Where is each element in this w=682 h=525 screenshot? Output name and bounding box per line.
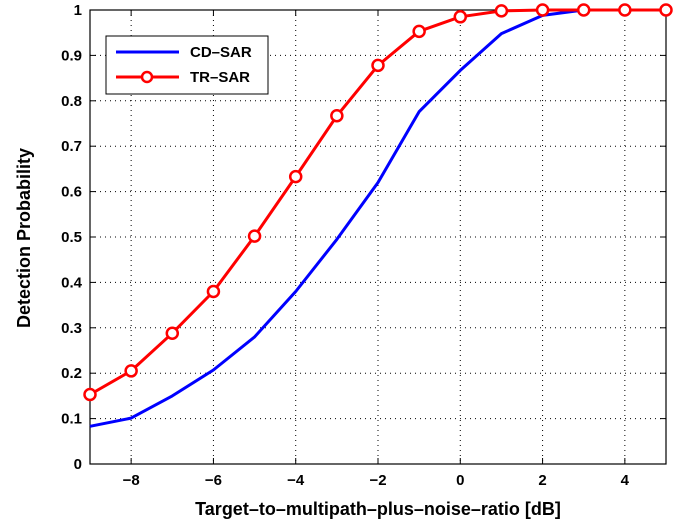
y-tick-label: 1 [74,2,82,19]
x-tick-label: 2 [538,472,546,489]
x-axis-title: Target–to–multipath–plus–noise–ratio [dB… [195,499,561,519]
y-tick-label: 0.2 [61,365,82,382]
series-line-cd-sar [89,8,666,428]
data-point-tr-sar [618,3,632,17]
series-layer [83,3,673,428]
grid [90,10,666,464]
data-point-tr-sar [494,4,509,18]
data-point-tr-sar [288,169,303,184]
y-tick-label: 0.5 [61,229,82,246]
legend-label-tr-sar: TR–SAR [190,69,250,86]
legend-marker-tr-sar [140,70,154,84]
data-point-tr-sar [83,387,97,402]
y-tick-label: 0.8 [61,93,82,110]
data-point-tr-sar [165,326,180,340]
y-tick-label: 0.4 [61,274,83,291]
x-tick-label: −2 [369,472,386,489]
data-point-tr-sar [535,3,550,17]
data-point-tr-sar [453,10,468,24]
x-tick-label: −8 [123,472,140,489]
legend-box [105,35,269,95]
data-point-tr-sar [247,229,262,243]
x-tick-label: 0 [456,472,464,489]
data-point-tr-sar [371,58,385,73]
legend-label-cd-sar: CD–SAR [190,44,252,61]
tick-labels: −8 −6 −4 −2 0 2 4 0 0.1 0.2 0.3 0.4 0.5 0.6 0.7 0.8 0.9 1 [61,2,630,489]
y-tick-label: 0.1 [61,411,82,428]
y-tick-label: 0 [74,456,82,473]
data-point-tr-sar [330,109,344,123]
x-tick-label: −6 [205,472,222,489]
y-tick-label: 0.7 [61,138,82,155]
data-point-tr-sar [412,24,426,39]
data-point-tr-sar [124,364,138,378]
y-axis-title: Detection Probability [14,148,34,328]
y-tick-label: 0.6 [61,184,82,201]
x-tick-label: 4 [621,472,630,489]
legend: CD–SAR TR–SAR [105,35,269,95]
data-point-tr-sar [659,3,673,17]
data-point-tr-sar [206,284,221,299]
y-tick-label: 0.3 [61,320,82,337]
x-tick-label: −4 [287,472,305,489]
y-tick-label: 0.9 [61,47,82,64]
data-point-tr-sar [576,3,591,17]
